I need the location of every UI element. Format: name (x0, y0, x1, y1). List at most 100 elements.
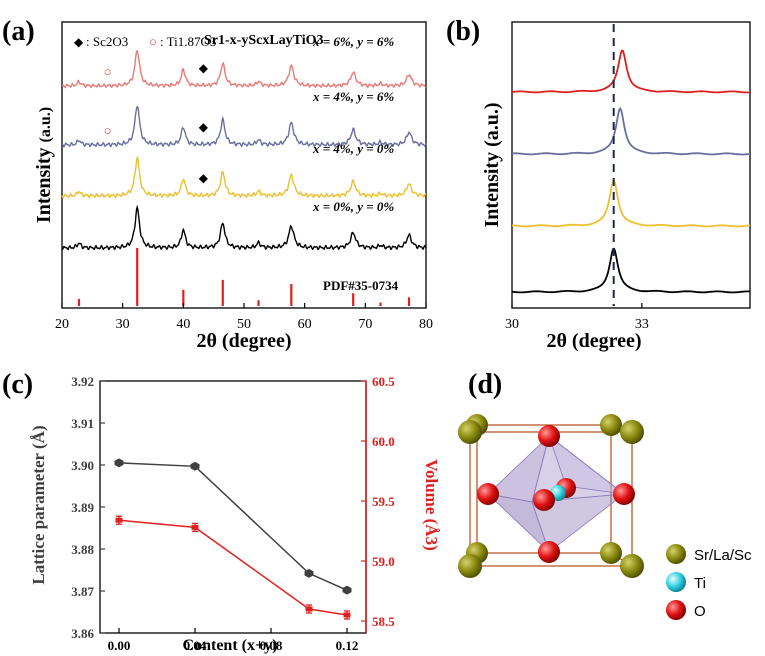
x-tick-label: 0.12 (336, 638, 359, 653)
y-left-tick-label: 3.88 (71, 542, 94, 557)
x-tick-label: 70 (358, 317, 372, 332)
volume-point (343, 612, 351, 618)
sc2o3-marker: ◆ (199, 61, 209, 75)
lattice-point (342, 585, 352, 595)
series-labels: x = 6%, y = 6% x = 4%, y = 6% x = 4%, y = … (312, 34, 394, 214)
shift-curve (511, 179, 750, 228)
series-label: x = 4%, y = 0% (312, 141, 394, 156)
shift-curve (511, 106, 751, 156)
ti187o3-marker: ○ (104, 123, 112, 138)
series-line (118, 519, 348, 616)
o-atom (538, 541, 560, 563)
legend-ti-label: : Ti1.87O3 (160, 34, 216, 49)
x-tick-label: 0.04 (184, 638, 207, 653)
y-left-tick-label: 3.86 (71, 626, 94, 641)
y-right-tick-label: 59.0 (372, 554, 395, 569)
legend-sc-symbol: ◆ (74, 35, 84, 49)
panel-c-label: (c) (2, 369, 33, 400)
series-label: x = 6%, y = 6% (312, 34, 394, 49)
y-left-tick-label: 3.87 (71, 584, 94, 599)
series-label: x = 4%, y = 6% (312, 89, 394, 104)
x-tick-label: 30 (116, 317, 130, 332)
lattice-point (190, 461, 200, 471)
panel-a-frame (61, 21, 427, 309)
o-atom (477, 483, 499, 505)
x-tick-label: 30 (505, 317, 519, 332)
panel-a-ylabel-main: Intensity (33, 147, 55, 223)
y-left-tick-label: 3.90 (71, 458, 94, 473)
y-left-tick-label: 3.92 (71, 374, 94, 389)
shift-curves (511, 49, 751, 294)
sr-atom (600, 542, 622, 564)
volume-point (191, 524, 199, 530)
legend-sc-label: : Sc2O3 (86, 34, 128, 49)
panel-a-ylabel-unit: (a.u.) (37, 107, 54, 143)
panel-b-ylabel: Intensity (a.u.) (481, 102, 503, 227)
panel-a-xlabel: 2θ (degree) (196, 330, 291, 352)
panel-a: ◆ ○ ◆ ○ ◆ 20 30 40 50 60 70 80 x = 6%, y = 6% x = 4… (33, 21, 433, 352)
sr-atom (600, 414, 622, 436)
shift-curve (511, 49, 751, 94)
x-tick-label: 40 (176, 317, 190, 332)
xrd-curve (61, 155, 427, 199)
legend-ti-label: Ti (694, 575, 706, 592)
volume-point (305, 606, 313, 612)
lattice-point (114, 458, 124, 468)
legend-o-label: O (694, 603, 706, 620)
axis-ticks: 3.86 3.87 3.88 3.89 3.90 3.91 3.92 58.5 59.0 59.5… (71, 374, 395, 653)
panel-c-xlabel: Content (x+y) (183, 637, 278, 654)
panel-c: 3.86 3.87 3.88 3.89 3.90 3.91 3.92 58.5 59.0 59.5… (29, 374, 441, 654)
panel-a-ylabel: Intensity (a.u.) (33, 107, 55, 223)
phase-markers: ◆ ○ ◆ ○ ◆ (104, 61, 209, 185)
y-right-tick-label: 58.5 (372, 614, 395, 629)
x-axis-ticks: 30 33 (505, 303, 649, 332)
reference-label: PDF#35-0734 (323, 278, 399, 293)
sr-atom (458, 554, 482, 578)
x-tick-label: 50 (237, 317, 251, 332)
xrd-curve (61, 50, 427, 89)
o-atom (613, 483, 635, 505)
legend-ti-swatch (666, 572, 686, 592)
sr-atom (620, 420, 644, 444)
xrd-curve (61, 105, 427, 148)
xrd-curves (61, 50, 427, 251)
lattice-volume-series (114, 458, 352, 620)
panel-b-xlabel: 2θ (degree) (546, 330, 641, 352)
reference-pattern (77, 248, 411, 306)
panel-b: 30 33 Intensity (a.u.) 2θ (degree) (481, 21, 751, 352)
series-line (118, 462, 348, 591)
ti187o3-marker: ○ (104, 64, 112, 79)
x-tick-label: 0.00 (108, 638, 131, 653)
sc2o3-marker: ◆ (199, 171, 209, 185)
panel-c-ylabel-right: Volume (Å3) (422, 459, 441, 550)
y-right-tick-label: 60.5 (372, 374, 395, 389)
legend-sr-label: Sr/La/Sc (694, 547, 752, 564)
shift-curve (511, 247, 751, 294)
legend-ti-symbol: ○ (149, 34, 157, 49)
panel-b-label: (b) (446, 16, 480, 47)
y-left-tick-label: 3.89 (71, 500, 94, 515)
series-label: x = 0%, y = 0% (312, 199, 394, 214)
x-tick-label: 20 (55, 317, 69, 332)
x-tick-label: 80 (419, 317, 433, 332)
panel-c-ylabel-left: Lattice parameter (Å) (29, 425, 48, 584)
octahedron-face (531, 493, 626, 553)
o-atom (538, 425, 560, 447)
x-tick-label: 60 (298, 317, 312, 332)
panel-a-label: (a) (2, 16, 35, 47)
x-tick-label: 0.08 (260, 638, 283, 653)
sr-atom (458, 420, 482, 444)
x-axis-ticks: 20 30 40 50 60 70 80 (55, 303, 433, 332)
x-tick-label: 33 (635, 317, 649, 332)
panel-c-frame (99, 380, 367, 634)
legend-sr-swatch (666, 544, 686, 564)
volume-point (115, 517, 123, 523)
o-atom (533, 489, 555, 511)
xrd-curve (61, 204, 427, 251)
panel-d-label: (d) (468, 369, 502, 400)
formula-label: Sr1-x-yScxLayTiO3 (204, 33, 324, 48)
legend-o-swatch (666, 600, 686, 620)
y-right-tick-label: 59.5 (372, 494, 395, 509)
sr-atom (620, 554, 644, 578)
